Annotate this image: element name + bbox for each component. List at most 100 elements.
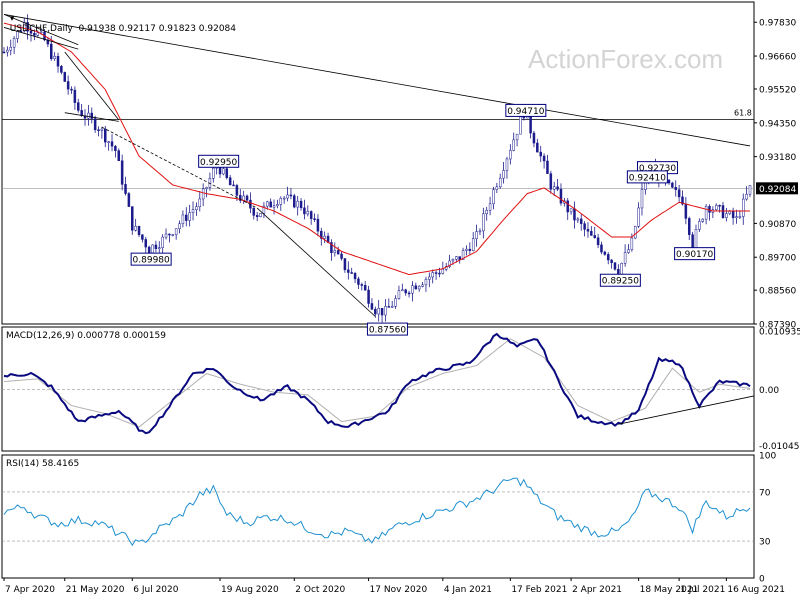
candle-body <box>127 193 131 207</box>
candle-body <box>401 289 404 292</box>
candle-body <box>272 205 276 208</box>
candle-body <box>438 272 441 275</box>
macd-panel <box>2 332 755 435</box>
candle <box>357 276 360 290</box>
current-price-tag <box>756 182 798 195</box>
candle <box>515 133 519 147</box>
candle <box>330 239 333 261</box>
candle-body <box>566 200 569 213</box>
rsi-tick-label: 100 <box>759 452 776 462</box>
candle-body <box>475 231 478 239</box>
candle-body <box>384 306 387 316</box>
candle <box>579 214 583 231</box>
macd-tick-label: 0.010935 <box>759 328 800 338</box>
candle-body <box>404 289 407 294</box>
annotation-text: 0.92950 <box>200 158 237 168</box>
candle <box>384 299 387 322</box>
candle <box>134 218 137 232</box>
candle <box>6 46 9 57</box>
candle-body <box>299 200 303 209</box>
candle <box>546 154 549 174</box>
candle <box>255 211 259 222</box>
candle <box>188 204 191 227</box>
candle-body <box>309 211 313 219</box>
candle-body <box>90 112 94 119</box>
trend-line <box>3 14 79 46</box>
candle <box>289 187 293 200</box>
annotation-text: 0.89980 <box>133 256 170 266</box>
candle-body <box>97 129 100 132</box>
candle-body <box>235 185 239 196</box>
candle-body <box>741 198 745 217</box>
candle <box>370 298 374 311</box>
trend-line <box>3 27 79 50</box>
candle-body <box>276 204 279 207</box>
candle <box>110 134 114 152</box>
fib-label: 61.8 <box>734 108 752 117</box>
candle-body <box>100 128 104 131</box>
candle-body <box>353 273 357 280</box>
candle <box>539 145 542 163</box>
candle <box>465 245 468 256</box>
candle <box>374 306 377 318</box>
candle-body <box>255 215 259 218</box>
candle <box>276 199 279 209</box>
candle-body <box>245 195 249 201</box>
candle <box>19 25 23 33</box>
candle <box>434 270 438 280</box>
candle <box>127 192 131 207</box>
candle <box>741 193 745 225</box>
candle-body <box>303 207 306 215</box>
candle-body <box>674 187 677 190</box>
candle-body <box>691 234 694 249</box>
candle-body <box>367 289 370 304</box>
macd-tick-label: 0.00 <box>759 386 779 396</box>
candle-body <box>350 272 353 274</box>
candle-body <box>677 189 681 198</box>
candle-body <box>681 196 684 205</box>
candle-body <box>104 128 107 143</box>
candle <box>367 285 370 308</box>
candle-body <box>110 141 114 147</box>
price-panel: 61.80.929500.899800.875600.947100.927300… <box>2 14 754 336</box>
candle <box>137 225 141 238</box>
candle <box>239 188 242 204</box>
candle <box>606 252 610 265</box>
candle-body <box>87 112 90 119</box>
candle-body <box>134 225 137 231</box>
candle <box>306 205 310 217</box>
candle <box>495 182 499 194</box>
candle <box>161 234 164 256</box>
dropdown-arrow-icon[interactable]: ▾ <box>9 14 15 24</box>
price-tick-label: 0.88560 <box>759 287 796 297</box>
candle <box>380 308 384 323</box>
candle <box>536 138 539 153</box>
candle-body <box>154 244 158 249</box>
annotation-box <box>674 247 716 261</box>
candle <box>252 206 256 220</box>
annotation-text: 0.90170 <box>676 250 713 260</box>
candle-body <box>428 276 431 280</box>
candle-body <box>498 177 502 188</box>
candle-body <box>731 211 735 219</box>
candle <box>144 236 148 254</box>
candle-body <box>593 235 596 238</box>
x-tick-label: 19 Aug 2020 <box>221 585 279 595</box>
candle-body <box>590 230 593 236</box>
candle-body <box>252 207 256 216</box>
candle-body <box>630 237 634 250</box>
candle <box>181 210 185 228</box>
candle <box>269 198 272 208</box>
price-annotation: 0.87560 <box>366 322 408 336</box>
candle-body <box>623 252 627 264</box>
candle <box>603 250 607 256</box>
candle-body <box>363 285 367 291</box>
candle-body <box>522 116 526 119</box>
candle-body <box>56 55 60 67</box>
moving-average-line <box>3 22 750 276</box>
candle-body <box>293 195 296 208</box>
candle <box>698 218 701 232</box>
annotation-text: 0.92410 <box>629 173 666 183</box>
candle <box>56 52 60 73</box>
candle <box>198 191 202 212</box>
